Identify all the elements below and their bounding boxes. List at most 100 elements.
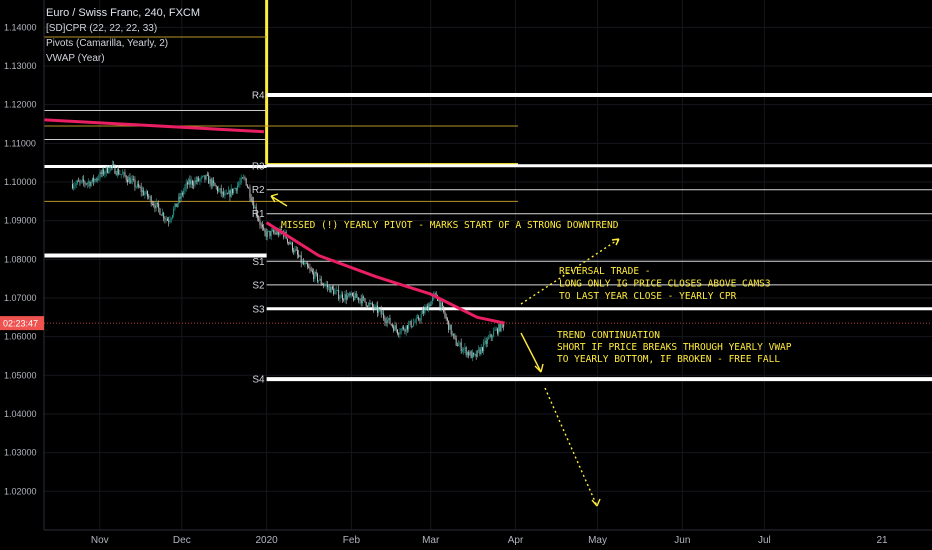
- candle-body: [216, 186, 218, 192]
- candle-body: [71, 183, 73, 189]
- candle-body: [478, 349, 480, 351]
- candle-body: [485, 340, 487, 344]
- candle-body: [446, 318, 448, 321]
- candle-body: [153, 204, 155, 206]
- x-tick-label: Jun: [674, 535, 690, 546]
- candle-body: [305, 263, 307, 265]
- candle-body: [489, 334, 491, 338]
- candle-body: [428, 304, 430, 311]
- candle-body: [498, 324, 500, 334]
- candle-body: [388, 317, 390, 320]
- candle-body: [495, 328, 497, 331]
- candle-body: [360, 298, 362, 304]
- candle-body: [429, 304, 431, 306]
- candle-body: [199, 179, 201, 182]
- candle-body: [459, 342, 461, 345]
- candle-body: [393, 326, 395, 331]
- candle-body: [140, 187, 142, 192]
- candle-body: [294, 249, 296, 253]
- candle-body: [86, 183, 88, 184]
- candle-body: [416, 316, 418, 319]
- note-missed-pivot: MISSED (!) YEARLY PIVOT - MARKS START OF…: [281, 220, 619, 231]
- candle-body: [499, 324, 501, 332]
- candle-body: [219, 188, 221, 190]
- x-tick-label: May: [588, 535, 607, 546]
- candle-body: [303, 261, 305, 265]
- candle-body: [109, 166, 111, 172]
- candle-body: [359, 298, 361, 301]
- candle-body: [106, 166, 108, 173]
- candle-body: [203, 175, 205, 177]
- candle-body: [134, 179, 136, 187]
- candle-body: [91, 177, 93, 182]
- candle-body: [85, 183, 87, 185]
- candle-body: [454, 335, 456, 339]
- candle-body: [195, 180, 197, 182]
- level-label-s2: S2: [252, 280, 265, 291]
- candle-body: [234, 188, 236, 189]
- candle-body: [355, 293, 357, 298]
- candle-body: [376, 305, 378, 313]
- candle-body: [410, 321, 412, 327]
- candle-body: [111, 164, 113, 167]
- candle-body: [383, 313, 385, 319]
- symbol-title[interactable]: Euro / Swiss Franc, 240, FXCM: [46, 7, 201, 19]
- indicator-vwap[interactable]: VWAP (Year): [46, 53, 105, 64]
- candle-body: [214, 183, 216, 186]
- candle-body: [378, 309, 380, 313]
- candle-body: [298, 254, 300, 257]
- candle-body: [80, 180, 82, 182]
- candle-body: [114, 165, 116, 174]
- candle-body: [168, 220, 170, 222]
- vwap-2020-line: [265, 221, 505, 325]
- candle-body: [256, 214, 258, 218]
- candle-body: [424, 308, 426, 314]
- candle-body: [291, 242, 293, 251]
- candle-body: [493, 331, 495, 337]
- candle-body: [273, 230, 275, 233]
- candle-body: [159, 208, 161, 215]
- candle-body: [133, 179, 135, 180]
- candle-body: [135, 186, 137, 188]
- candle-body: [300, 255, 302, 264]
- candle-body: [119, 174, 121, 175]
- indicator-cpr[interactable]: [SD]CPR (22, 22, 22, 33): [46, 23, 158, 34]
- candle-body: [233, 188, 235, 194]
- candle-body: [94, 179, 96, 182]
- candle-body: [311, 270, 313, 273]
- candle-body: [105, 166, 107, 173]
- candle-body: [88, 181, 90, 184]
- candle-body: [385, 321, 387, 324]
- level-label-r2: R2: [252, 185, 265, 196]
- candle-body: [453, 333, 455, 336]
- candle-body: [128, 177, 130, 183]
- candle-body: [364, 297, 366, 303]
- candle-body: [156, 202, 158, 204]
- candle-body: [356, 297, 358, 299]
- candle-body: [455, 338, 457, 346]
- candle-body: [126, 179, 128, 183]
- candle-body: [400, 328, 402, 333]
- candle-body: [255, 206, 257, 215]
- candle-body: [490, 334, 492, 338]
- candle-body: [290, 242, 292, 245]
- candle-body: [205, 174, 207, 180]
- candle-body: [484, 340, 486, 343]
- annotations: MISSED (!) YEARLY PIVOT - MARKS START OF…: [270, 193, 792, 507]
- level-label-r1: R1: [252, 209, 265, 220]
- candle-body: [348, 293, 350, 296]
- candle-body: [95, 179, 97, 181]
- candle-body: [299, 255, 301, 257]
- candle-body: [309, 268, 311, 270]
- candle-body: [141, 190, 143, 192]
- candle-body: [118, 169, 120, 175]
- candle-body: [115, 173, 117, 175]
- candle-body: [180, 193, 182, 199]
- candle-body: [411, 326, 413, 327]
- candle-body: [449, 324, 451, 330]
- x-tick-label: 21: [876, 535, 888, 546]
- candle-body: [98, 178, 100, 180]
- indicator-pivots[interactable]: Pivots (Camarilla, Yearly, 2): [46, 38, 169, 49]
- candle-body: [120, 174, 122, 175]
